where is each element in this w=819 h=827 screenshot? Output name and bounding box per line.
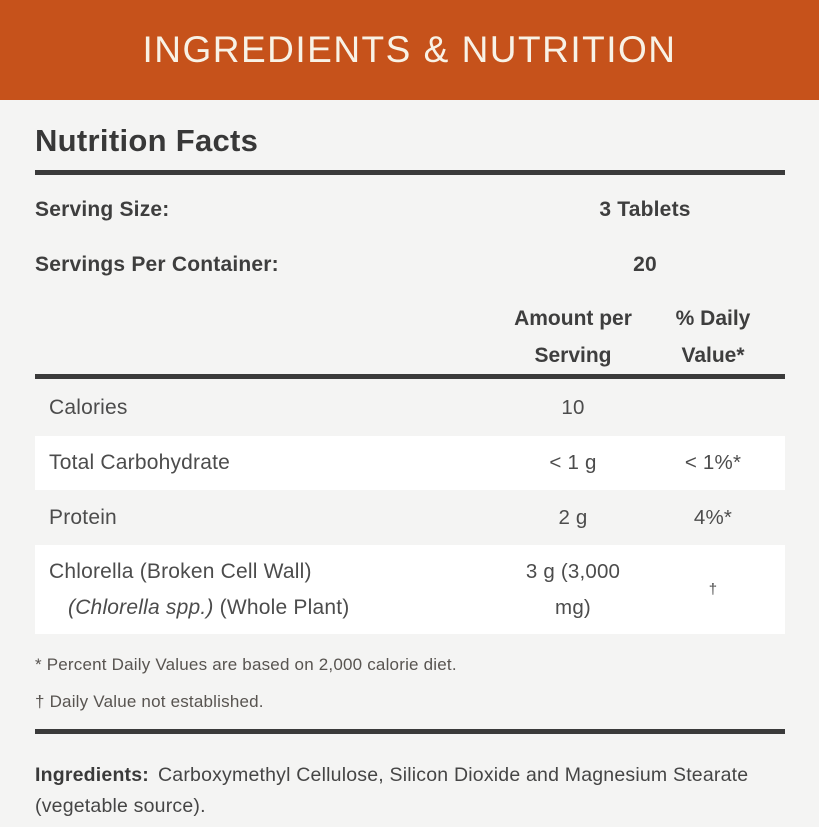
nutrient-name: Total Carbohydrate: [49, 451, 231, 474]
nutrient-name-line1: Chlorella (Broken Cell Wall): [49, 559, 312, 583]
footnote-percent-daily-values: * Percent Daily Values are based on 2,00…: [35, 655, 457, 674]
serving-size-value: 3 Tablets: [599, 198, 691, 221]
nutrient-latin-name: (Chlorella spp.): [68, 595, 214, 619]
divider-bottom: [35, 729, 785, 734]
nutrition-facts-panel: Nutrition Facts Serving Size: 3 Tablets …: [0, 123, 819, 822]
serving-size-label: Serving Size:: [35, 198, 170, 221]
nutrient-daily-value: < 1%*: [684, 451, 742, 474]
nutrient-name: Calories: [49, 395, 128, 419]
servings-per-container-value: 20: [633, 253, 657, 276]
nutrient-name: Protein: [49, 505, 117, 529]
divider-top: [35, 170, 785, 175]
column-header-dv-line1: % Daily: [675, 307, 751, 330]
column-headers-row: Amount per Serving % Daily Value*: [35, 300, 785, 374]
ingredients-section: Ingredients: Carboxymethyl Cellulose, Sil…: [35, 760, 785, 822]
section-header-title: INGREDIENTS & NUTRITION: [142, 29, 677, 70]
column-header-amount: Amount per Serving: [505, 300, 641, 374]
column-header-daily-value: % Daily Value*: [641, 300, 785, 374]
column-header-dv-line2: Value*: [681, 344, 745, 367]
nutrient-amount: 10: [561, 395, 585, 419]
column-header-spacer: [35, 300, 505, 374]
nutrient-name-line2-rest: (Whole Plant): [213, 595, 350, 619]
table-row-calories: Calories 10: [35, 379, 785, 436]
nutrient-amount: 2 g: [558, 505, 588, 529]
nutrition-facts-title: Nutrition Facts: [35, 123, 259, 158]
servings-per-container-row: Servings Per Container: 20: [35, 246, 785, 284]
table-row-protein: Protein 2 g 4%*: [35, 490, 785, 545]
servings-per-container-label: Servings Per Container:: [35, 253, 279, 276]
nutrient-name-line2: (Chlorella spp.) (Whole Plant): [49, 590, 505, 626]
footnote-daily-value-not-established: † Daily Value not established.: [35, 692, 264, 711]
nutrient-daily-value: 4%*: [693, 505, 733, 529]
table-row-chlorella: Chlorella (Broken Cell Wall) (Chlorella …: [35, 545, 785, 634]
divider-middle: [35, 374, 785, 379]
table-row-total-carbohydrate: Total Carbohydrate < 1 g < 1%*: [35, 436, 785, 490]
ingredients-nutrition-section-header: INGREDIENTS & NUTRITION: [0, 0, 819, 100]
column-header-amount-line1: Amount per: [514, 307, 632, 330]
serving-size-row: Serving Size: 3 Tablets: [35, 191, 785, 229]
nutrient-amount: 3 g (3,000 mg): [525, 559, 621, 619]
ingredients-label: Ingredients:: [35, 764, 149, 786]
nutrient-name: Chlorella (Broken Cell Wall) (Chlorella …: [35, 554, 505, 626]
column-header-amount-line2: Serving: [534, 344, 612, 367]
ingredients-text: Carboxymethyl Cellulose, Silicon Dioxide…: [35, 764, 749, 817]
nutrient-daily-value: †: [708, 581, 718, 598]
nutrient-amount: < 1 g: [549, 451, 597, 474]
